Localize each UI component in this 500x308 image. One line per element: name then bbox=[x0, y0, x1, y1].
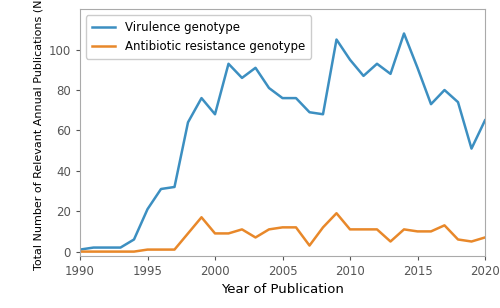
X-axis label: Year of Publication: Year of Publication bbox=[221, 283, 344, 296]
Virulence genotype bbox=[266, 86, 272, 90]
Virulence genotype bbox=[428, 102, 434, 106]
Antibiotic resistance genotype bbox=[172, 248, 177, 251]
Virulence genotype bbox=[374, 62, 380, 66]
Antibiotic resistance genotype bbox=[239, 228, 245, 231]
Legend: Virulence genotype, Antibiotic resistance genotype: Virulence genotype, Antibiotic resistanc… bbox=[86, 15, 311, 59]
Virulence genotype bbox=[90, 246, 96, 249]
Virulence genotype bbox=[293, 96, 299, 100]
Antibiotic resistance genotype bbox=[442, 224, 448, 227]
Antibiotic resistance genotype bbox=[77, 250, 83, 253]
Virulence genotype bbox=[158, 187, 164, 191]
Antibiotic resistance genotype bbox=[90, 250, 96, 253]
Virulence genotype bbox=[172, 185, 177, 189]
Virulence genotype bbox=[185, 120, 191, 124]
Virulence genotype bbox=[414, 66, 420, 70]
Antibiotic resistance genotype bbox=[226, 232, 232, 235]
Antibiotic resistance genotype bbox=[347, 228, 353, 231]
Antibiotic resistance genotype bbox=[104, 250, 110, 253]
Antibiotic resistance genotype bbox=[414, 229, 420, 233]
Antibiotic resistance genotype bbox=[144, 248, 150, 251]
Virulence genotype bbox=[131, 238, 137, 241]
Virulence genotype bbox=[360, 74, 366, 78]
Line: Virulence genotype: Virulence genotype bbox=[80, 34, 485, 249]
Virulence genotype bbox=[239, 76, 245, 80]
Antibiotic resistance genotype bbox=[455, 238, 461, 241]
Virulence genotype bbox=[144, 207, 150, 211]
Virulence genotype bbox=[118, 246, 124, 249]
Virulence genotype bbox=[280, 96, 285, 100]
Virulence genotype bbox=[468, 147, 474, 150]
Virulence genotype bbox=[442, 88, 448, 92]
Virulence genotype bbox=[482, 119, 488, 122]
Virulence genotype bbox=[347, 58, 353, 62]
Antibiotic resistance genotype bbox=[388, 240, 394, 243]
Antibiotic resistance genotype bbox=[131, 250, 137, 253]
Virulence genotype bbox=[455, 100, 461, 104]
Antibiotic resistance genotype bbox=[198, 215, 204, 219]
Virulence genotype bbox=[104, 246, 110, 249]
Virulence genotype bbox=[320, 112, 326, 116]
Virulence genotype bbox=[198, 96, 204, 100]
Virulence genotype bbox=[401, 32, 407, 35]
Virulence genotype bbox=[252, 66, 258, 70]
Antibiotic resistance genotype bbox=[320, 225, 326, 229]
Virulence genotype bbox=[226, 62, 232, 66]
Virulence genotype bbox=[334, 38, 340, 41]
Antibiotic resistance genotype bbox=[158, 248, 164, 251]
Antibiotic resistance genotype bbox=[428, 229, 434, 233]
Antibiotic resistance genotype bbox=[401, 228, 407, 231]
Line: Antibiotic resistance genotype: Antibiotic resistance genotype bbox=[80, 213, 485, 252]
Virulence genotype bbox=[388, 72, 394, 76]
Virulence genotype bbox=[77, 248, 83, 251]
Antibiotic resistance genotype bbox=[212, 232, 218, 235]
Y-axis label: Total Number of Relevant Annual Publications (N): Total Number of Relevant Annual Publicat… bbox=[33, 0, 43, 270]
Antibiotic resistance genotype bbox=[374, 228, 380, 231]
Antibiotic resistance genotype bbox=[482, 236, 488, 239]
Antibiotic resistance genotype bbox=[468, 240, 474, 243]
Antibiotic resistance genotype bbox=[266, 228, 272, 231]
Antibiotic resistance genotype bbox=[293, 225, 299, 229]
Antibiotic resistance genotype bbox=[280, 225, 285, 229]
Antibiotic resistance genotype bbox=[334, 211, 340, 215]
Antibiotic resistance genotype bbox=[185, 232, 191, 235]
Virulence genotype bbox=[212, 112, 218, 116]
Antibiotic resistance genotype bbox=[360, 228, 366, 231]
Antibiotic resistance genotype bbox=[252, 236, 258, 239]
Antibiotic resistance genotype bbox=[306, 244, 312, 247]
Virulence genotype bbox=[306, 110, 312, 114]
Antibiotic resistance genotype bbox=[118, 250, 124, 253]
